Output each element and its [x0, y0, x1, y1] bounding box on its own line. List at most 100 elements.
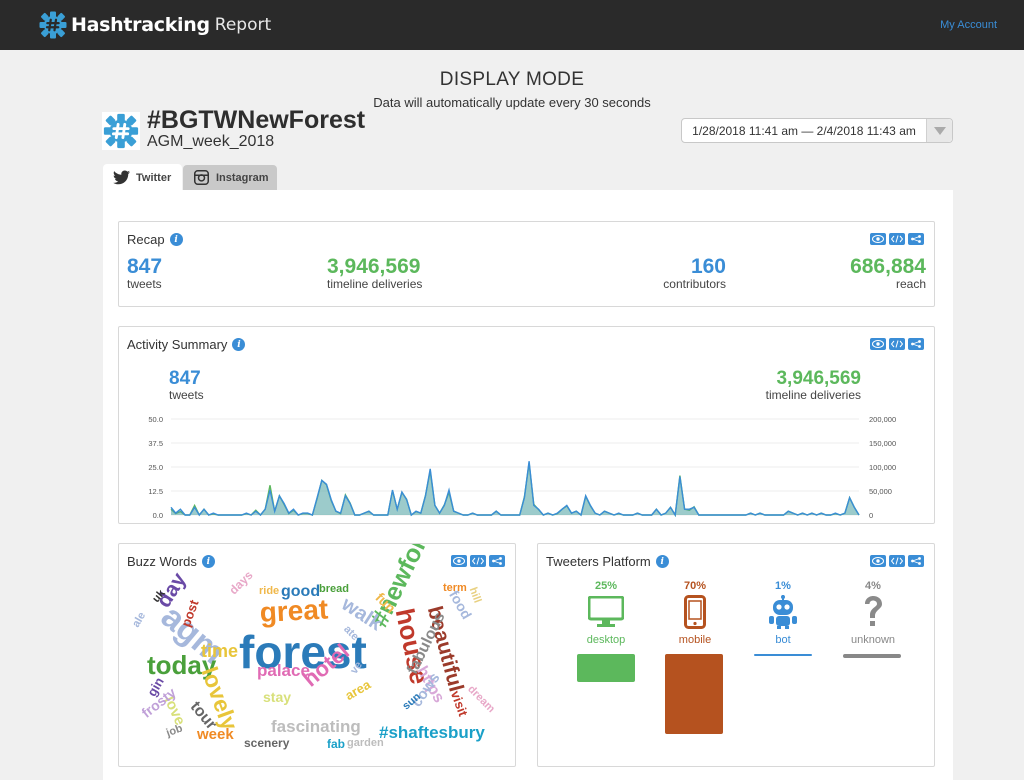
- platform-desktop-pct: 25%: [594, 580, 618, 592]
- activity-summary-panel: Activity Summary i 847 tweets 3,946,569 …: [118, 326, 935, 524]
- word-cloud: forest great agm today lovely house #newforest…: [119, 544, 515, 766]
- code-icon: [891, 235, 903, 243]
- info-icon[interactable]: i: [201, 555, 215, 568]
- platform-unknown-label: unknown: [850, 634, 896, 646]
- share-icon: [911, 340, 921, 348]
- platform-mobile-label: mobile: [678, 634, 712, 646]
- code-icon: [472, 557, 484, 565]
- share-button[interactable]: [489, 555, 505, 567]
- embed-button[interactable]: [889, 338, 905, 350]
- chart-left-tick: 12.5: [148, 487, 163, 496]
- recap-contributors-label: contributors: [663, 277, 726, 291]
- tab-instagram-label: Instagram: [216, 171, 269, 184]
- activity-actions: [870, 338, 924, 350]
- recap-reach-label: reach: [895, 277, 926, 291]
- platform-mobile-pct: 70%: [683, 580, 707, 592]
- view-button[interactable]: [451, 555, 467, 567]
- brand-sub: Report: [214, 15, 272, 35]
- platform-bar-mobile: [665, 654, 723, 734]
- buzz-word: ride: [259, 585, 280, 597]
- recap-tweets-label: tweets: [127, 277, 162, 291]
- instagram-icon: [194, 170, 209, 185]
- activity-title: Activity Summary i: [127, 337, 246, 352]
- chart-right-tick: 100,000: [869, 463, 896, 472]
- top-bar: Hashtracking Report My Account: [0, 0, 1024, 50]
- platform-desktop: 25% desktop: [571, 580, 641, 646]
- recap-tweets-value: 847: [127, 255, 163, 278]
- buzz-word: days: [226, 567, 256, 598]
- activity-deliveries-label: timeline deliveries: [765, 388, 861, 402]
- embed-button[interactable]: [889, 555, 905, 567]
- buzz-word: job: [164, 722, 185, 740]
- platform-unknown-pct: 4%: [865, 580, 881, 592]
- buzz-word: sun: [400, 690, 424, 713]
- date-range-text: 1/28/2018 11:41 am — 2/4/2018 11:43 am: [692, 123, 916, 138]
- buzz-words-panel: Buzz Words i forest great agm today lovely ho…: [118, 543, 516, 767]
- platform-desktop-label: desktop: [586, 634, 626, 646]
- date-range-dropdown-button[interactable]: [926, 119, 952, 142]
- info-icon[interactable]: i: [169, 233, 183, 246]
- platform-bot-label: bot: [775, 634, 791, 646]
- chart-left-tick: 25.0: [148, 463, 163, 472]
- info-icon[interactable]: i: [232, 338, 246, 351]
- desktop-icon: [588, 596, 624, 627]
- buzz-word: #shaftesbury: [379, 723, 485, 742]
- platform-bar-bot: [754, 654, 812, 656]
- recap-stat-reach: 686,884 reach: [850, 255, 926, 291]
- recap-stat-contributors: 160 contributors: [663, 255, 726, 291]
- platform-bot-pct: 1%: [775, 580, 791, 592]
- recap-stat-deliveries: 3,946,569 timeline deliveries: [327, 255, 422, 291]
- buzz-word: great: [258, 593, 329, 628]
- buzz-actions: [451, 555, 505, 567]
- chart-left-tick: 0.0: [153, 511, 163, 520]
- display-mode-title: DISPLAY MODE: [439, 69, 585, 90]
- view-button[interactable]: [870, 233, 886, 245]
- buzz-word: hill: [466, 585, 484, 605]
- tab-twitter-label: Twitter: [136, 171, 172, 184]
- activity-deliveries-value: 3,946,569: [776, 368, 861, 389]
- date-range-picker[interactable]: 1/28/2018 11:41 am — 2/4/2018 11:43 am: [681, 118, 953, 143]
- buzz-title: Buzz Words i: [127, 554, 215, 569]
- share-button[interactable]: [908, 555, 924, 567]
- activity-title-text: Activity Summary: [127, 337, 228, 352]
- chart-right-tick: 0: [869, 511, 873, 520]
- buzz-word: good: [281, 583, 321, 600]
- recap-title: Recap i: [127, 232, 183, 247]
- eye-icon: [872, 340, 884, 348]
- share-button[interactable]: [908, 233, 924, 245]
- buzz-word: stay: [263, 689, 292, 705]
- share-icon: [911, 557, 921, 565]
- eye-icon: [453, 557, 465, 565]
- platform-bar-desktop: [577, 654, 635, 682]
- recap-stat-tweets: 847 tweets: [127, 255, 162, 291]
- mobile-icon: [684, 595, 706, 629]
- buzz-word: week: [197, 726, 234, 743]
- tab-twitter[interactable]: Twitter: [103, 164, 182, 191]
- buzz-word: garden: [347, 737, 384, 749]
- tab-instagram[interactable]: Instagram: [183, 165, 277, 190]
- recap-deliveries-value: 3,946,569: [327, 255, 421, 278]
- question-icon: [865, 596, 882, 626]
- chart-left-tick: 50.0: [148, 415, 163, 424]
- brand-name: Hashtracking: [71, 14, 210, 36]
- buzz-word: ale: [130, 610, 149, 630]
- brand-logo[interactable]: Hashtracking Report: [38, 9, 271, 41]
- info-icon[interactable]: i: [655, 555, 669, 568]
- tweets-series-line: [170, 461, 860, 518]
- buzz-word: forest: [239, 626, 367, 678]
- my-account-link[interactable]: My Account: [940, 19, 997, 31]
- buzz-word: fascinating: [271, 717, 361, 736]
- share-icon: [911, 235, 921, 243]
- recap-actions: [870, 233, 924, 245]
- recap-panel: Recap i 847 tweets 3,946,569 timeline de…: [118, 221, 935, 307]
- code-icon: [891, 557, 903, 565]
- embed-button[interactable]: [470, 555, 486, 567]
- share-button[interactable]: [908, 338, 924, 350]
- buzz-word: time: [201, 641, 239, 661]
- chevron-down-icon: [933, 126, 946, 135]
- eye-icon: [872, 235, 884, 243]
- embed-button[interactable]: [889, 233, 905, 245]
- view-button[interactable]: [870, 555, 886, 567]
- view-button[interactable]: [870, 338, 886, 350]
- platform-mobile: 70% mobile: [660, 580, 730, 646]
